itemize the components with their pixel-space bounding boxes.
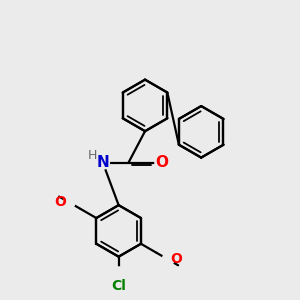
Circle shape bbox=[162, 254, 174, 266]
Circle shape bbox=[111, 267, 126, 281]
Circle shape bbox=[96, 156, 110, 169]
Text: H: H bbox=[88, 149, 97, 162]
Circle shape bbox=[155, 156, 168, 169]
Text: O: O bbox=[155, 155, 168, 170]
Text: O: O bbox=[55, 195, 67, 209]
Text: O: O bbox=[171, 253, 183, 266]
Text: Cl: Cl bbox=[111, 279, 126, 293]
Circle shape bbox=[63, 196, 75, 208]
Text: N: N bbox=[96, 155, 109, 170]
Circle shape bbox=[87, 150, 98, 160]
